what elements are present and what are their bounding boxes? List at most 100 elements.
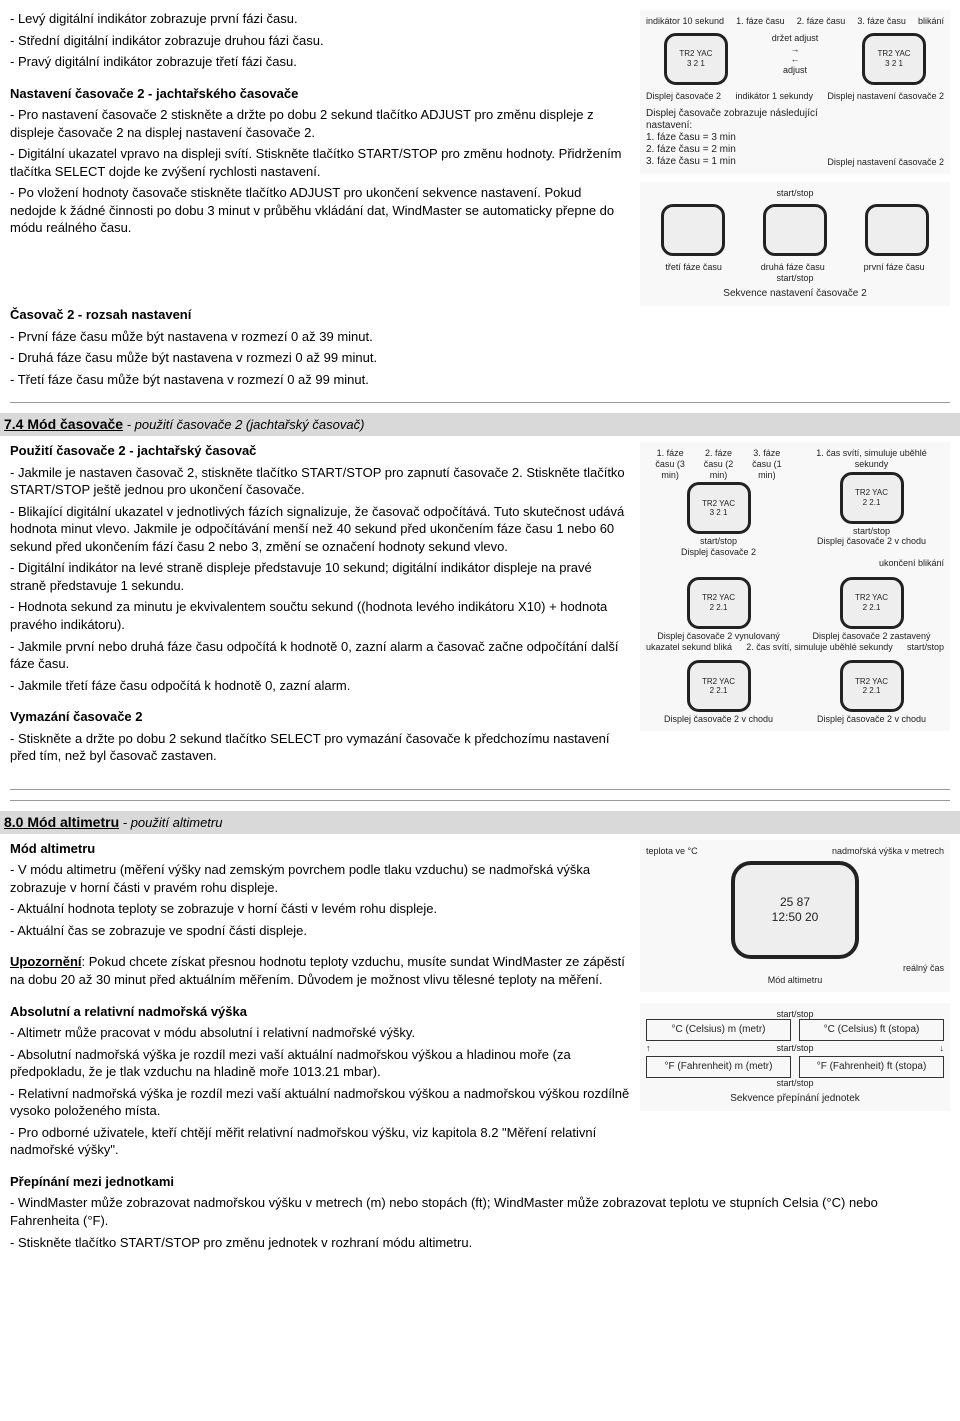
section-title: Použití časovače 2 - jachtařský časovač bbox=[10, 442, 630, 460]
watch-text: 3 2 1 bbox=[687, 59, 705, 69]
body-line: - Pro odborné uživatele, kteří chtějí mě… bbox=[10, 1124, 630, 1159]
diag-caption: Mód altimetru bbox=[646, 975, 944, 986]
section-title: Přepínání mezi jednotkami bbox=[10, 1173, 950, 1191]
separator bbox=[10, 789, 950, 790]
section-title: Absolutní a relativní nadmořská výška bbox=[10, 1003, 630, 1021]
diag-label: 1. fáze času bbox=[736, 16, 785, 27]
intro-line: - Levý digitální indikátor zobrazuje prv… bbox=[10, 10, 630, 28]
body-line: - WindMaster může zobrazovat nadmořskou … bbox=[10, 1194, 950, 1229]
body-line: - Digitální indikátor na levé straně dis… bbox=[10, 559, 630, 594]
watch-text: TR2 YAC bbox=[855, 593, 888, 603]
heading-80: 8.0 Mód altimetru bbox=[4, 814, 119, 830]
diagram-sekvence: start/stop třetí fáze času druhá fáze ča… bbox=[640, 182, 950, 306]
watch-icon: TR2 YAC 3 2 1 bbox=[664, 33, 728, 85]
diag-label: 3. fáze času (1 min) bbox=[743, 448, 791, 480]
diag-arrows: držet adjust → ← adjust bbox=[772, 33, 819, 85]
watch-text: 12:50 20 bbox=[772, 910, 819, 924]
diag-caption: Displej časovače 2 vynulovaný bbox=[646, 631, 791, 642]
diagram-jednotky: start/stop °C (Celsius) m (metr) °C (Cel… bbox=[640, 1003, 950, 1111]
diagram-pouziti: 1. fáze času (3 min) 2. fáze času (2 min… bbox=[640, 442, 950, 731]
heading-74-sub: - použití časovače 2 (jachtařský časovač… bbox=[127, 417, 365, 432]
diag-note: 2. fáze času = 2 min bbox=[646, 144, 821, 156]
diag-label: 1. fáze času (3 min) bbox=[646, 448, 694, 480]
diag-label: reálný čas bbox=[646, 963, 944, 974]
diag-note: Displej časovače zobrazuje následující n… bbox=[646, 108, 821, 132]
watch-text: 2 2.1 bbox=[710, 603, 728, 613]
intro-line: - Střední digitální indikátor zobrazuje … bbox=[10, 32, 630, 50]
watch-text: TR2 YAC bbox=[702, 499, 735, 509]
diag-caption: Displej časovače 2 v chodu bbox=[799, 714, 944, 725]
watch-text: TR2 YAC bbox=[679, 49, 712, 59]
unit-box: °C (Celsius) ft (stopa) bbox=[799, 1019, 944, 1041]
unit-box: °C (Celsius) m (metr) bbox=[646, 1019, 791, 1041]
diag-note: ukazatel sekund bliká bbox=[646, 642, 732, 653]
body-line: - Relativní nadmořská výška je rozdíl me… bbox=[10, 1085, 630, 1120]
watch-icon: TR2 YAC 2 2.1 bbox=[687, 577, 751, 629]
watch-icon: 25 87 12:50 20 bbox=[731, 861, 859, 959]
diag-label: start/stop bbox=[799, 526, 944, 537]
watch-icon: TR2 YAC 2 2.1 bbox=[840, 660, 904, 712]
diag-label: start/stop bbox=[646, 273, 944, 284]
heading-80-band: 8.0 Mód altimetru - použití altimetru bbox=[0, 811, 960, 834]
body-line: - Altimetr může pracovat v módu absolutn… bbox=[10, 1024, 630, 1042]
diag-caption: Displej nastavení časovače 2 bbox=[827, 91, 944, 102]
watch-icon bbox=[763, 204, 827, 256]
upozorneni-text: : Pokud chcete získat přesnou hodnotu te… bbox=[10, 954, 625, 987]
watch-icon: TR2 YAC 3 2 1 bbox=[687, 482, 751, 534]
unit-box: °F (Fahrenheit) ft (stopa) bbox=[799, 1056, 944, 1078]
body-line: - Absolutní nadmořská výška je rozdíl me… bbox=[10, 1046, 630, 1081]
body-line: - Jakmile je nastaven časovač 2, stiskně… bbox=[10, 464, 630, 499]
watch-text: TR2 YAC bbox=[855, 677, 888, 687]
body-line: - Jakmile první nebo druhá fáze času odp… bbox=[10, 638, 630, 673]
section-upozorneni: Upozornění: Pokud chcete získat přesnou … bbox=[10, 953, 630, 988]
diag-note: 2. čas svítí, simuluje uběhlé sekundy bbox=[746, 642, 893, 653]
section-title: Nastavení časovače 2 - jachtařského časo… bbox=[10, 85, 630, 103]
diag-label: 3. fáze času bbox=[857, 16, 906, 27]
body-line: - Aktuální čas se zobrazuje ve spodní čá… bbox=[10, 922, 630, 940]
body-line: - Po vložení hodnoty časovače stiskněte … bbox=[10, 184, 630, 237]
body-line: - Aktuální hodnota teploty se zobrazuje … bbox=[10, 900, 630, 918]
diag-label: 2. fáze času bbox=[797, 16, 846, 27]
intro-line: - Pravý digitální indikátor zobrazuje tř… bbox=[10, 53, 630, 71]
section-vymazani: Vymazání časovače 2 - Stiskněte a držte … bbox=[10, 708, 630, 765]
body-line: - Pro nastavení časovače 2 stiskněte a d… bbox=[10, 106, 630, 141]
diagram-altimetr: teplota ve °C nadmořská výška v metrech … bbox=[640, 840, 950, 992]
diag-label: blikání bbox=[918, 16, 944, 27]
diag-label: teplota ve °C bbox=[646, 846, 698, 857]
watch-text: TR2 YAC bbox=[702, 593, 735, 603]
watch-text: 2 2.1 bbox=[863, 498, 881, 508]
upozorneni-title: Upozornění bbox=[10, 954, 82, 969]
section-pouziti: Použití časovače 2 - jachtařský časovač … bbox=[10, 442, 630, 694]
section-abs-rel: Absolutní a relativní nadmořská výška - … bbox=[10, 1003, 630, 1159]
watch-icon bbox=[865, 204, 929, 256]
diag-label: start/stop bbox=[646, 1009, 944, 1020]
diag-note: Displej nastavení časovače 2 bbox=[827, 157, 944, 168]
section-title: Časovač 2 - rozsah nastavení bbox=[10, 306, 950, 324]
separator bbox=[10, 402, 950, 403]
diag-label: první fáze času bbox=[864, 262, 925, 273]
diag-label: nadmořská výška v metrech bbox=[832, 846, 944, 857]
watch-text: TR2 YAC bbox=[855, 488, 888, 498]
watch-icon: TR2 YAC 2 2.1 bbox=[687, 660, 751, 712]
body-line: - Třetí fáze času může být nastavena v r… bbox=[10, 371, 950, 389]
section-title: Mód altimetru bbox=[10, 840, 630, 858]
body-line: - Stiskněte tlačítko START/STOP pro změn… bbox=[10, 1234, 950, 1252]
section-mod-altimetru: Mód altimetru - V módu altimetru (měření… bbox=[10, 840, 630, 940]
body-line: - Blikající digitální ukazatel v jednotl… bbox=[10, 503, 630, 556]
section-title: Vymazání časovače 2 bbox=[10, 708, 630, 726]
watch-text: TR2 YAC bbox=[878, 49, 911, 59]
diag-caption: Displej časovače 2 v chodu bbox=[646, 714, 791, 725]
body-line: - Hodnota sekund za minutu je ekvivalent… bbox=[10, 598, 630, 633]
diag-caption: Sekvence přepínání jednotek bbox=[646, 1093, 944, 1105]
watch-icon: TR2 YAC 2 2.1 bbox=[840, 472, 904, 524]
watch-icon bbox=[661, 204, 725, 256]
body-line: - V módu altimetru (měření výšky nad zem… bbox=[10, 861, 630, 896]
diag-caption: Displej časovače 2 bbox=[646, 91, 721, 102]
diag-note: ukončení blikání bbox=[646, 558, 944, 569]
body-line: - Stiskněte a držte po dobu 2 sekund tla… bbox=[10, 730, 630, 765]
diag-label: start/stop bbox=[646, 188, 944, 199]
body-line: - První fáze času může být nastavena v r… bbox=[10, 328, 950, 346]
body-line: - Digitální ukazatel vpravo na displeji … bbox=[10, 145, 630, 180]
diag-label: start/stop bbox=[646, 536, 791, 547]
body-line: - Druhá fáze času může být nastavena v r… bbox=[10, 349, 950, 367]
